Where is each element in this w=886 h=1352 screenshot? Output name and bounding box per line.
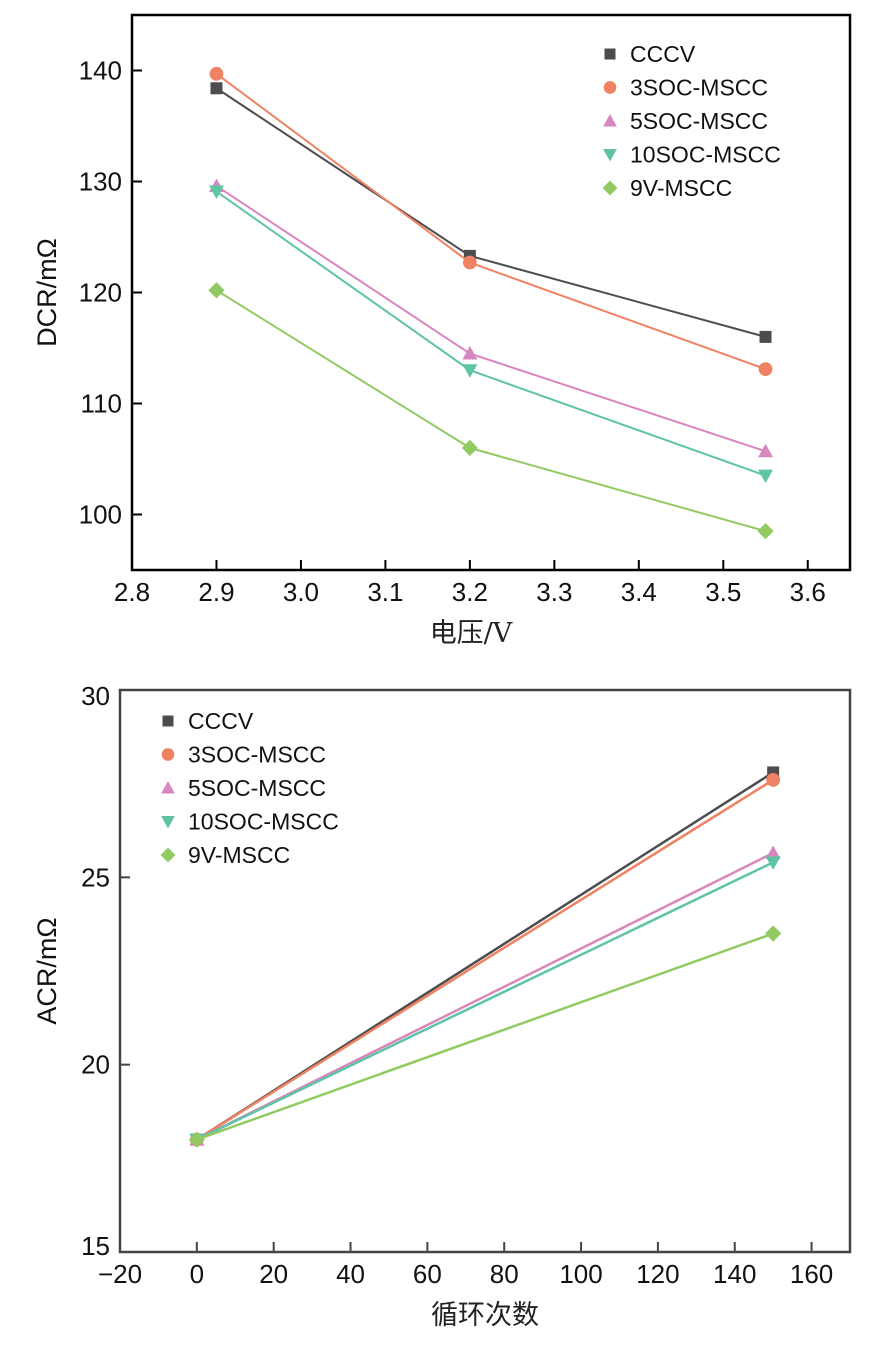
series-5soc-mscc (208, 178, 774, 458)
legend-marker-circle-icon (161, 748, 175, 761)
x-tick-label: 120 (636, 1259, 679, 1289)
series-line (196, 932, 774, 1141)
y-tick-label: 130 (79, 167, 122, 197)
x-tick-label: 3.5 (705, 577, 741, 607)
data-point (462, 346, 478, 360)
x-tick-label: 3.4 (621, 577, 657, 607)
legend-marker-triangle-down-icon (603, 149, 617, 162)
x-tick-label: 3.3 (536, 577, 572, 607)
legend-label: 5SOC-MSCC (630, 108, 768, 134)
legend-marker-triangle-up-icon (161, 781, 175, 794)
y-tick-label: 110 (81, 389, 122, 419)
y-axis-title: ACR/mΩ (32, 917, 62, 1024)
legend-marker-circle-icon (603, 81, 617, 94)
acr-chart: 15 20 25 30 −20 0 20 40 60 80 100 120 140 160 循环次数 ACR/… (32, 681, 852, 1331)
y-tick-label: 30 (81, 681, 110, 711)
series-9v-mscc (188, 925, 782, 1148)
data-point (210, 82, 223, 95)
data-point (208, 282, 225, 299)
x-tick-label: 40 (336, 1259, 365, 1289)
x-tick-label: 100 (559, 1259, 602, 1289)
data-point (766, 773, 781, 787)
series-line (215, 289, 766, 533)
data-point (462, 255, 477, 270)
legend-marker-triangle-down-icon (161, 816, 175, 829)
legend-label: 5SOC-MSCC (188, 775, 326, 801)
series-10soc-mscc (189, 856, 781, 1148)
x-tick-label: 20 (259, 1259, 288, 1289)
data-point (758, 443, 774, 458)
legend-label: CCCV (188, 708, 254, 734)
series-3soc-mscc (209, 66, 773, 376)
data-point (188, 1131, 205, 1148)
x-tick-label: −20 (98, 1259, 142, 1289)
data-point (209, 66, 224, 81)
legend-label: 9V-MSCC (188, 842, 290, 868)
x-axis-title: 循环次数 (431, 1300, 539, 1331)
x-axis-title: 电压/V (430, 618, 513, 649)
data-point (757, 523, 774, 540)
data-point (461, 439, 478, 456)
data-point (462, 364, 478, 378)
legend-label: CCCV (630, 41, 696, 67)
series-9v-mscc (208, 282, 774, 540)
series-line (196, 778, 774, 1141)
x-tick-label: 0 (190, 1259, 204, 1289)
x-tick-label: 3.2 (452, 577, 488, 607)
data-point (765, 925, 782, 942)
y-tick-label: 15 (81, 1231, 110, 1261)
data-point (208, 185, 224, 199)
legend-label: 9V-MSCC (630, 175, 732, 201)
data-point (759, 330, 772, 343)
x-tick-label: 80 (490, 1259, 519, 1289)
data-point (758, 469, 774, 484)
series-line (196, 861, 774, 1141)
legend: CCCV 3SOC-MSCC 5SOC-MSCC 10SOC-MSCC 9V-MSCC (602, 41, 781, 201)
x-tick-label: 140 (713, 1259, 756, 1289)
y-tick-label: 140 (79, 56, 122, 86)
y-tick-label: 25 (81, 862, 110, 892)
y-tick-label: 120 (79, 278, 122, 308)
legend-marker-diamond-icon (160, 847, 176, 863)
series-line (196, 851, 774, 1141)
x-tick-label: 60 (413, 1259, 442, 1289)
data-point (765, 856, 781, 870)
legend-marker-square-icon (604, 48, 616, 60)
series-line (215, 185, 766, 453)
y-axis-title: DCR/mΩ (32, 238, 62, 347)
legend-label: 10SOC-MSCC (630, 142, 781, 168)
series-line (215, 190, 766, 477)
x-tick-label: 3.1 (367, 577, 403, 607)
x-tick-label: 3.6 (790, 577, 826, 607)
legend: CCCV 3SOC-MSCC 5SOC-MSCC 10SOC-MSCC 9V-MSCC (160, 708, 339, 868)
series-10soc-mscc (208, 185, 774, 484)
x-tick-label: 2.8 (114, 577, 150, 607)
y-tick-label: 20 (81, 1050, 110, 1080)
legend-marker-square-icon (162, 715, 174, 727)
legend-label: 10SOC-MSCC (188, 809, 339, 835)
legend-label: 3SOC-MSCC (188, 742, 326, 768)
data-point (765, 845, 781, 859)
data-point (758, 362, 773, 376)
x-tick-label: 3.0 (283, 577, 319, 607)
dcr-chart: 100 110 120 130 140 2.8 2.9 3.0 3.1 3.2 3.3 3.4 3.5 3… (32, 13, 852, 649)
legend-label: 3SOC-MSCC (630, 75, 768, 101)
x-tick-label: 160 (790, 1259, 833, 1289)
legend-marker-triangle-up-icon (603, 114, 617, 127)
x-tick-label: 2.9 (198, 577, 234, 607)
plot-frame (118, 688, 852, 1254)
legend-marker-diamond-icon (602, 180, 618, 196)
y-tick-label: 100 (79, 500, 122, 530)
